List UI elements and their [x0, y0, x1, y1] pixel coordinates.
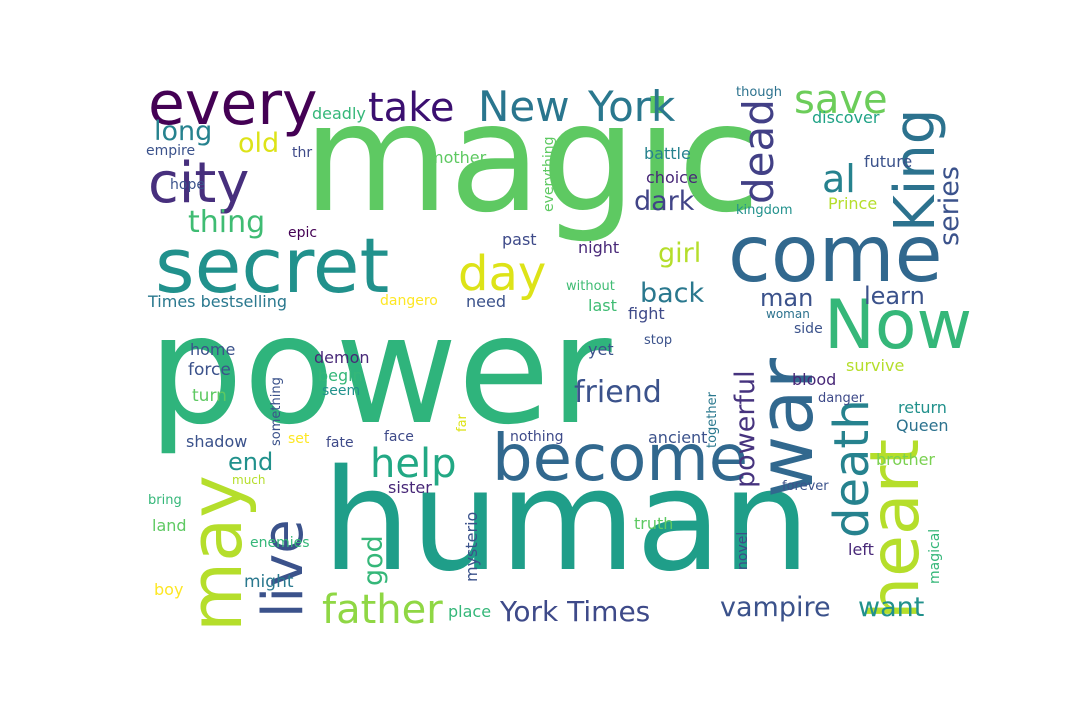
word-battle: battle: [644, 144, 691, 163]
word-night: night: [578, 238, 620, 257]
word-something: something: [269, 377, 284, 446]
word-take: take: [368, 85, 455, 131]
word-begin: begin: [318, 366, 363, 385]
word-vampire: vampire: [720, 592, 831, 623]
word-bring: bring: [148, 493, 182, 508]
word-last: last: [588, 296, 617, 315]
word-dead: dead: [734, 99, 783, 204]
word-return: return: [898, 398, 947, 417]
word-might: might: [244, 572, 294, 592]
word-deadly: deadly: [312, 104, 366, 123]
word-prince: Prince: [828, 194, 878, 213]
word-force: force: [188, 360, 231, 380]
word-magical: magical: [927, 528, 943, 584]
word-god: god: [358, 535, 389, 586]
word-mother: mother: [428, 148, 487, 167]
word-everything: everything: [541, 136, 557, 212]
word-help: help: [370, 441, 457, 487]
word-brother: brother: [876, 450, 936, 469]
word-series: series: [934, 166, 965, 246]
word-may: may: [174, 475, 258, 632]
word-thr: thr: [292, 145, 313, 161]
word-epic: epic: [288, 225, 318, 241]
word-york: York: [588, 82, 676, 131]
word-blood: blood: [792, 370, 837, 389]
word-past: past: [502, 230, 537, 249]
word-though: though: [736, 85, 783, 100]
word-want: want: [858, 592, 925, 623]
word-yet: yet: [588, 340, 614, 359]
word-ancient: ancient: [648, 428, 708, 447]
word-kingdom: kingdom: [736, 203, 793, 218]
word-thing: thing: [188, 205, 266, 240]
word-left: left: [848, 540, 874, 559]
word-stop: stop: [644, 333, 673, 348]
word-turn: turn: [192, 386, 227, 406]
word-girl: girl: [658, 238, 702, 269]
word-side: side: [794, 321, 823, 337]
word-every: every: [148, 69, 318, 139]
word-woman: woman: [766, 307, 810, 321]
word-discover: discover: [812, 108, 880, 127]
word-survive: survive: [846, 356, 905, 375]
word-shadow: shadow: [186, 432, 248, 451]
word-day: day: [458, 246, 547, 302]
word-al: al: [822, 157, 856, 201]
word-fate: fate: [326, 435, 354, 451]
word-set: set: [288, 431, 310, 447]
word-enemies: enemies: [250, 535, 310, 551]
word-need: need: [466, 292, 506, 311]
word-dark: dark: [634, 186, 695, 217]
word-seem: seem: [322, 383, 361, 399]
word-empire: empire: [146, 143, 196, 159]
word-without: without: [566, 279, 615, 294]
word-become: become: [492, 422, 749, 496]
word-magic: magic: [303, 72, 761, 246]
word-long: long: [154, 116, 213, 147]
word-land: land: [152, 516, 187, 535]
word-novel: novel: [735, 531, 751, 570]
word-dangero: dangero: [380, 293, 438, 309]
word-now: Now: [824, 286, 973, 365]
word-death: death: [824, 399, 880, 538]
word-york-times: York Times: [500, 595, 651, 628]
word-boy: boy: [154, 580, 184, 599]
word-truth: truth: [634, 514, 674, 533]
word-queen: Queen: [896, 416, 949, 435]
word-fight: fight: [628, 304, 665, 323]
word-man: man: [760, 284, 814, 312]
word-human: human: [322, 440, 811, 603]
word-friend: friend: [574, 375, 662, 410]
word-choice: choice: [646, 168, 698, 187]
word-old: old: [238, 128, 280, 159]
word-come: come: [728, 210, 943, 300]
word-place: place: [448, 602, 492, 621]
word-demon: demon: [314, 348, 370, 367]
word-forever: forever: [782, 479, 829, 494]
word-end: end: [228, 448, 274, 476]
word-much: much: [232, 473, 266, 487]
word-home: home: [190, 340, 236, 359]
word-together: together: [705, 392, 720, 448]
word-secret: secret: [155, 221, 390, 310]
word-powerful: powerful: [730, 370, 761, 488]
word-father: father: [322, 587, 443, 633]
word-times-bestselling: Times bestselling: [148, 292, 287, 311]
word-danger: danger: [818, 391, 865, 406]
word-back: back: [640, 278, 705, 309]
word-mysterio: mysterio: [462, 511, 481, 582]
word-city: city: [148, 151, 250, 216]
word-hope: hope: [170, 177, 205, 193]
word-save: save: [794, 77, 888, 123]
word-far: far: [455, 414, 470, 432]
word-power: power: [148, 284, 612, 458]
word-sister: sister: [388, 478, 432, 497]
word-nothing: nothing: [510, 429, 564, 445]
word-new: New: [478, 82, 570, 131]
word-face: face: [384, 429, 414, 445]
word-learn: learn: [864, 282, 925, 310]
word-future: future: [864, 152, 913, 171]
